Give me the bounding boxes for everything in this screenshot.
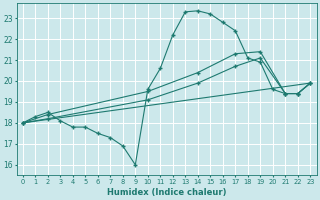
X-axis label: Humidex (Indice chaleur): Humidex (Indice chaleur) [107,188,226,197]
